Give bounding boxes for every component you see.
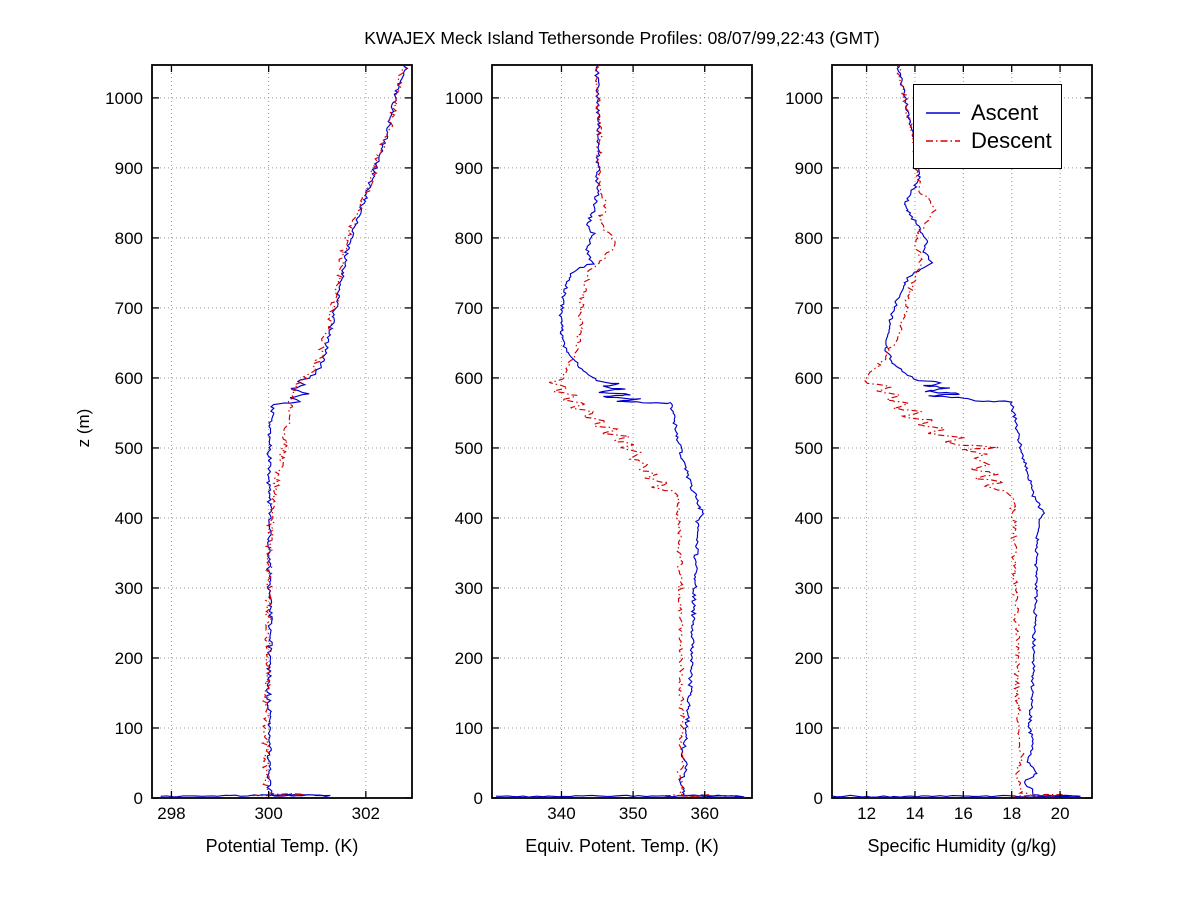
y-tick-label: 800 <box>795 229 823 248</box>
descent-curve <box>549 66 710 797</box>
y-tick-label: 700 <box>795 299 823 318</box>
y-tick-label: 800 <box>115 229 143 248</box>
ascent-line-sample <box>926 111 960 114</box>
y-tick-label: 1000 <box>785 89 823 108</box>
legend-label-ascent: Ascent <box>971 99 1039 125</box>
legend: Ascent Descent <box>913 84 1062 169</box>
y-tick-label: 200 <box>115 649 143 668</box>
axes-box <box>491 64 753 799</box>
y-tick-label: 400 <box>115 509 143 528</box>
curves-group <box>495 66 745 797</box>
ascent-curve <box>160 66 409 797</box>
x-tick-label: 12 <box>857 804 876 823</box>
x-tick-label: 350 <box>619 804 647 823</box>
y-tick-label: 900 <box>455 159 483 178</box>
y-tick-label: 1000 <box>445 89 483 108</box>
descent-curve <box>863 66 1064 797</box>
y-tick-label: 1000 <box>105 89 143 108</box>
x-tick-label: 302 <box>352 804 380 823</box>
y-tick-label: 600 <box>795 369 823 388</box>
descent-line-sample <box>926 139 960 142</box>
axis-label-potential-temp: Potential Temp. (K) <box>205 836 359 856</box>
y-tick-label: 0 <box>814 789 823 808</box>
y-tick-label: 500 <box>115 439 143 458</box>
y-tick-label: 0 <box>474 789 483 808</box>
curves-group <box>160 66 409 797</box>
y-tick-label: 200 <box>795 649 823 668</box>
y-tick-label: 300 <box>115 579 143 598</box>
y-tick-label: 500 <box>795 439 823 458</box>
axes-box <box>151 64 413 799</box>
y-tick-label: 500 <box>455 439 483 458</box>
y-tick-label: 0 <box>134 789 143 808</box>
axes-box <box>831 64 1093 799</box>
y-tick-label: 900 <box>115 159 143 178</box>
y-tick-label: 200 <box>455 649 483 668</box>
x-tick-label: 340 <box>547 804 575 823</box>
y-tick-label: 400 <box>795 509 823 528</box>
y-tick-label: 100 <box>115 719 143 738</box>
x-tick-label: 20 <box>1051 804 1070 823</box>
y-tick-label: 600 <box>115 369 143 388</box>
y-tick-label: 400 <box>455 509 483 528</box>
x-tick-label: 360 <box>691 804 719 823</box>
y-tick-label: 100 <box>455 719 483 738</box>
axis-label-z: z (m) <box>74 408 93 448</box>
axis-label-specific-humidity: Specific Humidity (g/kg) <box>867 836 1057 856</box>
legend-entry-descent: Descent <box>924 127 1061 153</box>
y-tick-label: 600 <box>455 369 483 388</box>
x-tick-label: 298 <box>157 804 185 823</box>
y-tick-label: 100 <box>795 719 823 738</box>
y-tick-label: 800 <box>455 229 483 248</box>
legend-label-descent: Descent <box>971 127 1052 153</box>
ascent-curve <box>833 66 1081 797</box>
y-tick-label: 700 <box>115 299 143 318</box>
x-tick-label: 300 <box>254 804 282 823</box>
curves-group <box>833 66 1081 797</box>
figure-title: KWAJEX Meck Island Tethersonde Profiles:… <box>364 28 880 48</box>
y-tick-label: 300 <box>455 579 483 598</box>
legend-entry-ascent: Ascent <box>924 99 1061 125</box>
axis-label-equiv-potent-temp: Equiv. Potent. Temp. (K) <box>525 836 719 856</box>
x-tick-label: 14 <box>905 804 924 823</box>
descent-curve <box>252 66 407 797</box>
x-tick-label: 18 <box>1002 804 1021 823</box>
y-tick-label: 900 <box>795 159 823 178</box>
x-tick-label: 16 <box>954 804 973 823</box>
y-tick-label: 700 <box>455 299 483 318</box>
ascent-curve <box>495 66 745 797</box>
y-tick-label: 300 <box>795 579 823 598</box>
